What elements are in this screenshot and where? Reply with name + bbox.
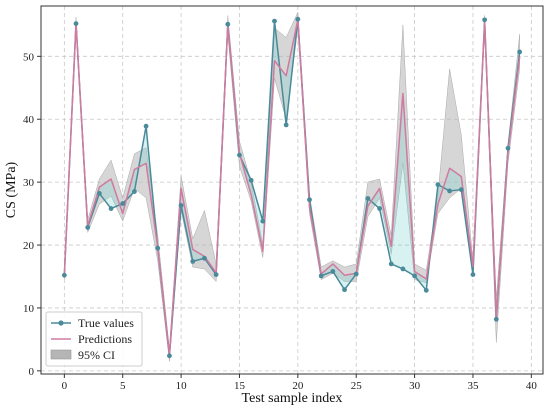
true-value-point bbox=[283, 122, 289, 128]
true-value-points bbox=[61, 16, 523, 359]
x-axis-label: Test sample index bbox=[242, 391, 343, 406]
true-value-point bbox=[108, 206, 114, 211]
true-value-point bbox=[225, 21, 231, 27]
true-value-point bbox=[517, 49, 523, 55]
legend-item-true-values: True values bbox=[51, 316, 134, 330]
x-axis-ticks: 0 5 10 15 20 25 30 35 40 bbox=[62, 374, 538, 392]
y-tick-label: 50 bbox=[23, 51, 35, 63]
true-value-point bbox=[120, 201, 126, 206]
true-value-point bbox=[447, 188, 452, 194]
true-value-point bbox=[167, 353, 172, 359]
true-value-point bbox=[342, 287, 347, 293]
legend-label-ci: 95% CI bbox=[78, 348, 115, 362]
y-tick-label: 20 bbox=[23, 240, 35, 252]
x-tick-label: 5 bbox=[120, 380, 126, 392]
x-tick-label: 25 bbox=[351, 380, 363, 392]
true-value-point bbox=[73, 21, 79, 27]
x-tick-label: 20 bbox=[292, 380, 304, 392]
true-value-point bbox=[365, 196, 371, 201]
y-tick-label: 10 bbox=[23, 303, 35, 315]
true-value-point bbox=[435, 182, 441, 188]
true-value-point bbox=[412, 273, 417, 279]
true-value-point bbox=[260, 218, 266, 224]
true-value-point bbox=[377, 206, 382, 211]
y-axis-label: CS (MPa) bbox=[4, 161, 19, 218]
x-tick-label: 30 bbox=[409, 380, 421, 392]
true-value-point bbox=[295, 16, 301, 22]
legend: True values Predictions 95% CI bbox=[45, 311, 143, 367]
true-value-point bbox=[202, 255, 207, 261]
y-tick-label: 40 bbox=[23, 114, 35, 126]
true-value-point bbox=[458, 187, 464, 193]
true-value-point bbox=[61, 272, 67, 278]
true-value-point bbox=[388, 261, 394, 267]
true-value-point bbox=[96, 191, 102, 196]
legend-marker-true-values bbox=[58, 320, 64, 326]
x-tick-label: 35 bbox=[467, 380, 479, 392]
legend-item-predictions: Predictions bbox=[51, 332, 132, 346]
x-tick-label: 15 bbox=[234, 380, 246, 392]
true-value-point bbox=[482, 17, 488, 23]
legend-item-ci: 95% CI bbox=[50, 348, 115, 362]
legend-label-predictions: Predictions bbox=[78, 332, 132, 346]
y-tick-label: 0 bbox=[29, 366, 35, 378]
true-value-point bbox=[85, 225, 91, 230]
x-tick-label: 10 bbox=[176, 380, 188, 392]
true-value-point bbox=[143, 123, 149, 129]
true-value-point bbox=[132, 189, 137, 194]
y-tick-label: 30 bbox=[23, 177, 35, 189]
legend-label-true-values: True values bbox=[78, 316, 134, 330]
true-value-point bbox=[237, 152, 242, 158]
true-value-point bbox=[307, 197, 312, 203]
true-value-point bbox=[213, 272, 219, 278]
series-line-predictions bbox=[63, 19, 521, 356]
true-value-point bbox=[318, 273, 324, 279]
true-value-point bbox=[272, 18, 277, 24]
y-axis-ticks: 0 10 20 30 40 50 bbox=[23, 51, 41, 378]
true-value-point bbox=[470, 272, 476, 278]
confidence-band-layer bbox=[64, 12, 520, 362]
true-value-point bbox=[190, 259, 196, 264]
true-value-point bbox=[505, 145, 511, 151]
true-value-point bbox=[155, 245, 161, 251]
true-value-point bbox=[353, 271, 359, 277]
true-value-point bbox=[423, 287, 429, 293]
true-value-point bbox=[493, 316, 499, 322]
plot-frame bbox=[40, 5, 544, 375]
true-value-point bbox=[330, 269, 336, 274]
x-tick-label: 0 bbox=[62, 380, 68, 392]
series-lines bbox=[63, 18, 521, 357]
true-value-point bbox=[400, 266, 406, 272]
legend-swatch-ci bbox=[50, 349, 72, 360]
true-value-point bbox=[178, 203, 184, 208]
x-tick-label: 40 bbox=[526, 380, 538, 392]
true-value-point bbox=[248, 177, 254, 183]
